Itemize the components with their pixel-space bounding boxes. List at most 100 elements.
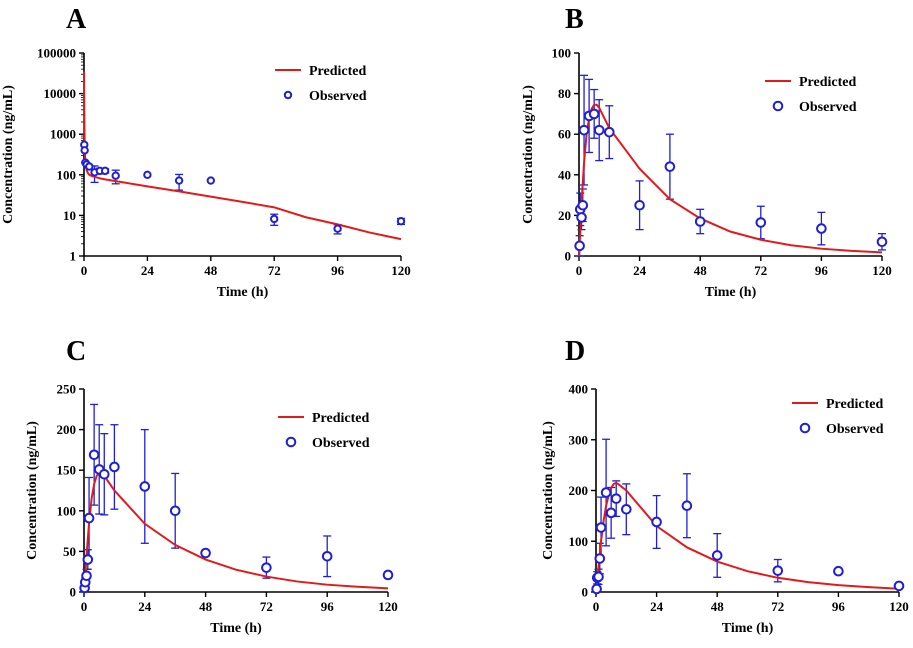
- panel-c-observed-point: [321, 550, 333, 562]
- panel-d-observed-point: [610, 493, 622, 504]
- panel-d-legend-predicted-label: Predicted: [826, 397, 883, 412]
- panel-d-observed-point: [593, 571, 604, 583]
- panel-c-x-tick-label: 96: [321, 599, 335, 614]
- panel-a-observed-point: [396, 216, 406, 226]
- panel-c-x-tick-label: 0: [81, 599, 88, 614]
- panel-b-observed-point: [876, 236, 888, 248]
- panel-d-y-tick-label: 200: [569, 483, 589, 498]
- panel-a-observed-point: [85, 162, 94, 171]
- panel-d-x-tick-label: 24: [650, 599, 664, 614]
- panel-a-y-tick-label: 1: [70, 249, 77, 264]
- panel-c: C 0 50 100 150 200 250 0 24 48 72 96 120 Time (h) Con…: [25, 336, 398, 636]
- panel-b-legend-predicted-label: Predicted: [799, 75, 856, 90]
- panel-a-observed-point: [206, 176, 216, 185]
- panel-a-observed-point: [143, 170, 152, 180]
- panel-d-predicted-line: [595, 481, 900, 593]
- panel-a-x-axis-title: Time (h): [217, 285, 269, 300]
- panel-d-observed-point: [772, 565, 784, 576]
- panel-b-legend: Predicted Observed: [765, 75, 857, 115]
- panel-c-observed-point: [83, 512, 95, 524]
- panel-c-x-tick-label: 120: [378, 599, 398, 614]
- panel-c-y-tick-label: 250: [57, 382, 77, 397]
- panel-b-letter: B: [565, 4, 584, 35]
- panel-c-observed-point: [200, 547, 211, 559]
- panel-b-observed-point: [578, 124, 590, 136]
- panel-a-observed-point: [100, 166, 110, 176]
- panel-b-y-tick-label: 40: [558, 167, 571, 182]
- panel-b-y-tick-label: 20: [558, 208, 571, 223]
- panel-b-predicted-line: [578, 103, 883, 257]
- panel-b-observed-point: [576, 212, 587, 223]
- panel-d-legend-observed-swatch: [799, 422, 811, 434]
- panel-c-observed-point: [98, 468, 110, 480]
- panel-a-y-tick-label: 10000: [44, 86, 77, 101]
- panel-a-observed-point: [80, 146, 89, 155]
- panel-d-letter: D: [565, 336, 585, 367]
- panel-d-x-tick-label: 72: [771, 599, 784, 614]
- panel-d-observed-point: [594, 553, 606, 564]
- panel-d-observed-point: [591, 583, 602, 595]
- panel-b: B 0 20 40 60 80 100 0 24 48 72 96 120 Time (h) Concen…: [521, 4, 892, 300]
- panel-a-legend-predicted-label: Predicted: [309, 64, 366, 79]
- panel-c-x-tick-label: 24: [138, 599, 152, 614]
- panel-b-legend-observed-label: Observed: [799, 100, 857, 115]
- panel-b-observed-point: [755, 217, 767, 228]
- panel-b-x-tick-label: 24: [633, 263, 647, 278]
- panel-b-x-tick-label: 120: [872, 263, 892, 278]
- panel-c-legend-observed-swatch: [285, 436, 297, 448]
- panel-b-x-tick-label: 48: [694, 263, 708, 278]
- panel-b-y-tick-label: 100: [552, 46, 572, 61]
- panel-c-y-tick-label: 0: [70, 585, 77, 600]
- panel-c-x-tick-label: 72: [260, 599, 273, 614]
- panel-a-observed-point: [270, 214, 279, 224]
- panel-a-legend-observed-label: Observed: [309, 89, 367, 104]
- panel-b-y-tick-label: 80: [558, 86, 571, 101]
- panel-c-observed-point: [139, 481, 151, 492]
- panel-d-observed-point: [893, 580, 905, 592]
- panel-a-y-axis-title: Concentration (ng/mL): [1, 85, 16, 224]
- panel-d-y-tick-label: 300: [569, 432, 589, 447]
- panel-c-legend-predicted-label: Predicted: [312, 411, 369, 426]
- panel-b-y-tick-label: 0: [565, 249, 572, 264]
- panel-b-legend-observed-swatch: [772, 100, 784, 112]
- panel-c-y-tick-label: 100: [57, 503, 77, 518]
- panel-a-y-tick-label: 10: [63, 208, 76, 223]
- panel-c-observed-point: [261, 562, 272, 573]
- panel-a-legend: Predicted Observed: [275, 64, 367, 104]
- panel-c-legend-observed-label: Observed: [312, 436, 370, 451]
- panel-d-x-axis-title: Time (h): [722, 621, 774, 636]
- panel-b-x-tick-label: 96: [815, 263, 829, 278]
- panel-b-observed-point: [634, 199, 645, 211]
- panel-a: A 1 10 100 1000 10000 100000 0 24 48 72 96 120 Time …: [1, 4, 411, 300]
- panel-b-y-axis-title: Concentration (ng/mL): [521, 85, 536, 224]
- panel-a-observed-point: [174, 176, 184, 185]
- panel-b-observed-point: [664, 161, 676, 172]
- panel-a-y-tick-label: 100: [57, 167, 77, 182]
- panel-b-y-tick-label: 60: [558, 127, 571, 142]
- panel-d-observed-point: [600, 487, 612, 498]
- panel-b-observed-point: [577, 199, 589, 211]
- panel-a-y-tick-label: 100000: [37, 46, 76, 61]
- panel-c-observed-point: [109, 461, 120, 473]
- panel-c-y-tick-label: 200: [57, 422, 77, 437]
- panel-b-x-tick-label: 0: [576, 263, 583, 278]
- panel-d-x-tick-label: 96: [832, 599, 846, 614]
- panel-b-observed-point: [593, 124, 605, 136]
- panel-c-x-tick-label: 48: [199, 599, 213, 614]
- panel-a-observed-point: [333, 224, 342, 233]
- panel-b-x-tick-label: 72: [754, 263, 767, 278]
- panel-d-legend: Predicted Observed: [792, 397, 884, 437]
- panel-a-x-tick-label: 48: [204, 263, 218, 278]
- panel-d-observed-point: [651, 516, 662, 528]
- panel-b-observed-point: [694, 216, 706, 227]
- panel-c-y-tick-label: 50: [63, 544, 76, 559]
- panel-c-y-tick-label: 150: [57, 463, 77, 478]
- panel-c-observed-point: [88, 449, 100, 461]
- panel-c-letter: C: [66, 336, 86, 367]
- panel-c-observed-point: [81, 570, 92, 582]
- panel-d-observed-point: [605, 507, 617, 519]
- panel-b-observed-point: [574, 240, 585, 252]
- panel-c-observed-point: [382, 569, 394, 581]
- panel-d-y-tick-label: 0: [582, 585, 589, 600]
